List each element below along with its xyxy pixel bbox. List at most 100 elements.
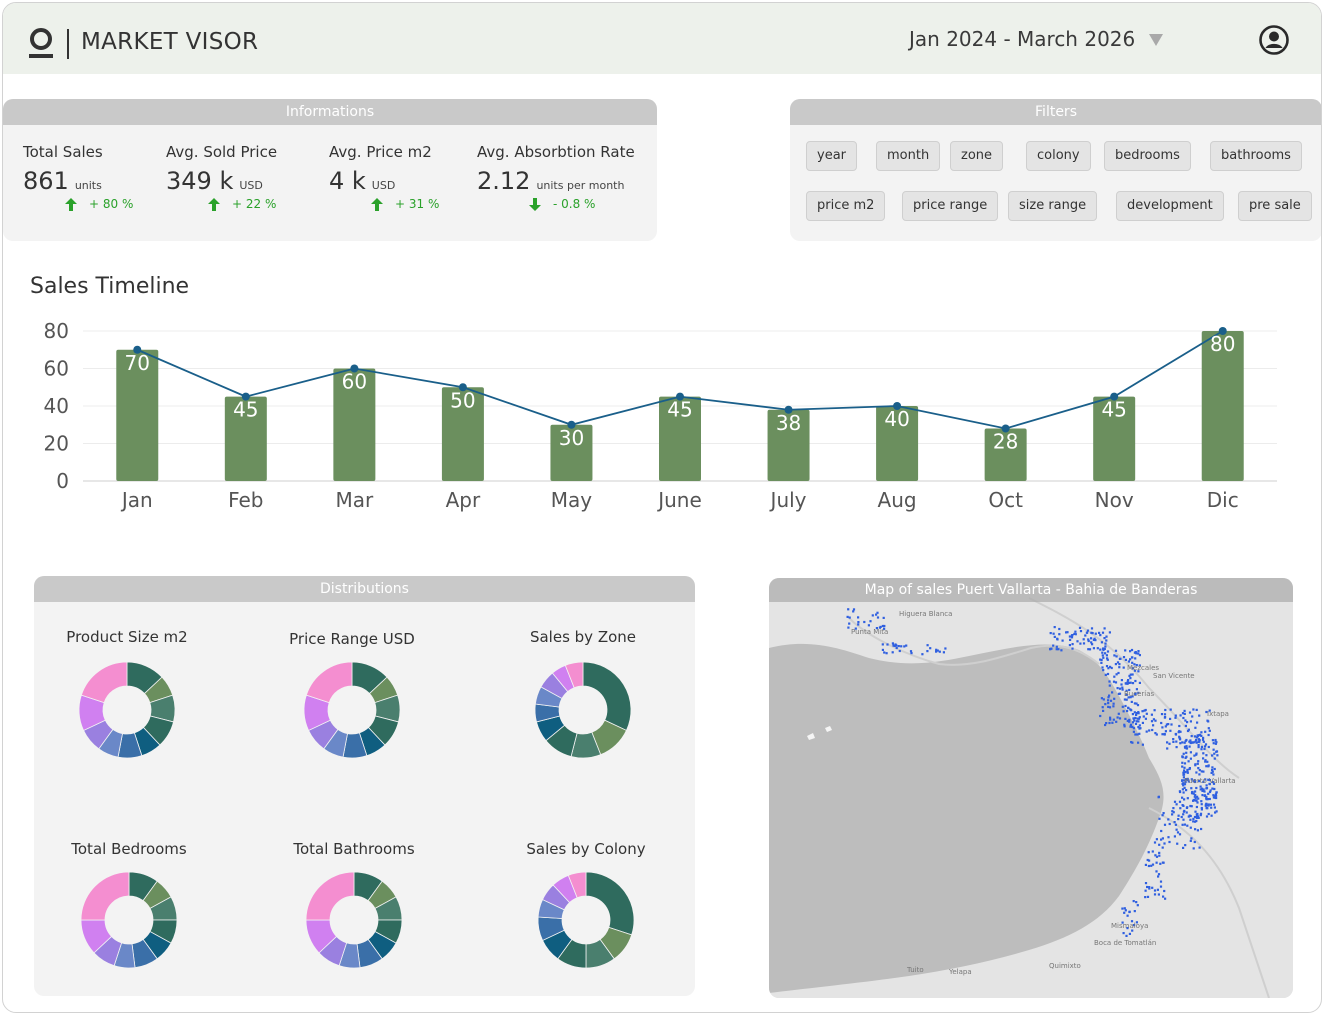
map-sale-dot <box>1137 652 1140 655</box>
filter-chip-size-range[interactable]: size range <box>1008 191 1098 221</box>
bar-july[interactable] <box>767 409 810 481</box>
map-sale-dot <box>1208 709 1211 712</box>
map-sale-dot <box>1055 645 1058 648</box>
donut-slice[interactable] <box>567 871 587 899</box>
filter-chip-development[interactable]: development <box>1116 191 1224 221</box>
donut-chart[interactable] <box>528 655 638 765</box>
bar-june[interactable] <box>659 396 701 481</box>
bar-oct[interactable] <box>984 428 1027 482</box>
map-sale-dot <box>935 648 938 651</box>
map-sale-dot <box>869 620 872 623</box>
map-sale-dot <box>1207 764 1210 767</box>
map-sale-dot <box>1148 886 1151 889</box>
filter-chip-year[interactable]: year <box>806 141 858 171</box>
map-sale-dot <box>871 614 874 617</box>
trend-point[interactable] <box>784 405 793 414</box>
date-range-selector[interactable]: Jan 2024 - March 2026 <box>909 27 1164 51</box>
trend-point[interactable] <box>133 345 142 354</box>
map-sale-dot <box>1173 821 1176 824</box>
map-sale-dot <box>1133 910 1136 913</box>
map-sale-dot <box>1182 773 1185 776</box>
bar-nov[interactable] <box>1093 396 1136 481</box>
donut-slice[interactable] <box>582 661 632 731</box>
x-tick-label: Apr <box>446 488 481 512</box>
filter-chip-colony[interactable]: colony <box>1026 141 1091 171</box>
trend-point[interactable] <box>458 383 467 392</box>
map-sale-dot <box>1137 741 1140 744</box>
trend-point[interactable] <box>676 392 684 401</box>
donut-slice[interactable] <box>564 661 584 689</box>
map-place-label: Tuito <box>906 966 924 974</box>
map-sale-dot <box>1210 814 1213 817</box>
bar-apr[interactable] <box>441 387 484 481</box>
map-sale-dot <box>1183 709 1186 712</box>
map-sale-dot <box>1103 637 1106 640</box>
filter-chip-price-range[interactable]: price range <box>902 191 999 221</box>
map-sale-dot <box>1132 717 1135 720</box>
map-sale-dot <box>1104 723 1107 727</box>
map-sale-dot <box>1090 627 1094 630</box>
bar-may[interactable] <box>550 424 593 481</box>
map-sale-dot <box>1113 675 1116 678</box>
bar-feb[interactable] <box>224 396 267 481</box>
map-sale-dot <box>1198 769 1201 772</box>
map-sale-dot <box>1073 632 1076 635</box>
donut-chart[interactable] <box>74 865 184 975</box>
donut-chart[interactable] <box>299 865 409 975</box>
map-sale-dot <box>1195 771 1198 774</box>
filter-chip-price-m2[interactable]: price m2 <box>806 191 886 221</box>
trend-point[interactable] <box>1110 392 1119 401</box>
map-sale-dot <box>1070 634 1074 637</box>
map-sale-dot <box>881 643 884 646</box>
donut-slice[interactable] <box>80 661 128 704</box>
donut-chart[interactable] <box>531 865 641 975</box>
map-sale-dot <box>1161 837 1164 840</box>
donut-chart[interactable] <box>72 655 182 765</box>
trend-point[interactable] <box>1218 327 1227 335</box>
map-sale-dot <box>1175 828 1178 831</box>
map-sale-dot <box>1125 689 1128 692</box>
trend-point[interactable] <box>350 364 359 373</box>
brand-separator <box>67 29 69 59</box>
map-sale-dot <box>1112 680 1116 683</box>
filter-chip-pre-sale[interactable]: pre sale <box>1238 191 1312 221</box>
donut-slice[interactable] <box>305 661 353 704</box>
donut-slice[interactable] <box>585 871 635 936</box>
map-sale-dot <box>1209 803 1212 806</box>
bar-dic[interactable] <box>1201 331 1244 481</box>
map-sale-dot <box>1104 703 1107 706</box>
map-sale-dot <box>1094 632 1097 635</box>
map-sale-dot <box>1160 713 1164 716</box>
map-canvas[interactable]: Higuera Blanca Punta Mita Bucerías Mezcales… <box>769 578 1293 998</box>
trend-point[interactable] <box>1001 424 1010 433</box>
map-sale-dot <box>1207 727 1210 730</box>
kpi-value: 349 k <box>166 167 234 195</box>
map-sale-dot <box>1134 679 1137 683</box>
map-sale-dot <box>1186 770 1189 773</box>
sales-map[interactable]: Map of sales Puert Vallarta - Bahia de B… <box>769 578 1293 998</box>
map-sale-dot <box>846 615 849 618</box>
user-account-icon[interactable] <box>1258 24 1290 56</box>
trend-point[interactable] <box>893 402 902 410</box>
map-sale-dot <box>847 626 850 629</box>
donut-chart[interactable] <box>297 655 407 765</box>
donut-slice[interactable] <box>80 871 130 921</box>
donut-slice[interactable] <box>305 871 355 921</box>
map-sale-dot <box>1162 812 1165 815</box>
map-sale-dot <box>1195 736 1198 739</box>
map-sale-dot <box>1123 725 1126 728</box>
filter-chip-bathrooms[interactable]: bathrooms <box>1210 141 1302 171</box>
trend-point[interactable] <box>567 420 576 429</box>
trend-point[interactable] <box>241 392 250 401</box>
filter-chip-month[interactable]: month <box>876 141 941 171</box>
bar-jan[interactable] <box>116 349 159 481</box>
map-sale-dot <box>1194 764 1197 767</box>
filter-chip-zone[interactable]: zone <box>950 141 1004 171</box>
map-sale-dot <box>1177 814 1180 817</box>
bar-aug[interactable] <box>876 406 919 481</box>
bar-mar[interactable] <box>333 368 376 482</box>
map-sale-dot <box>1213 757 1216 760</box>
chevron-down-icon <box>1149 34 1164 46</box>
sales-timeline-chart: 0 20 40 60 80 Jan Feb Mar Apr May June July Aug Oct No… <box>44 319 1277 512</box>
filter-chip-bedrooms[interactable]: bedrooms <box>1104 141 1191 171</box>
